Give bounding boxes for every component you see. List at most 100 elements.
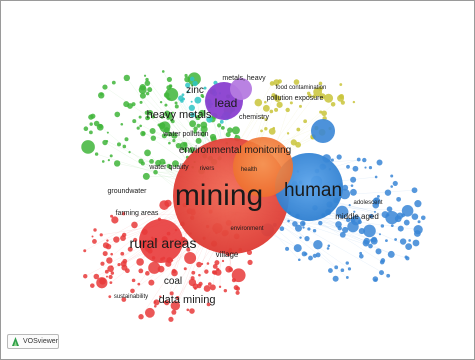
node-bubble[interactable] <box>330 101 336 107</box>
node-bubble[interactable] <box>335 221 342 228</box>
node-bubble[interactable] <box>160 115 164 119</box>
node-bubble[interactable] <box>212 264 218 269</box>
node-bubble[interactable] <box>335 205 349 219</box>
node-bubble[interactable] <box>183 148 188 153</box>
node-bubble[interactable] <box>170 300 181 311</box>
node-bubble[interactable] <box>159 295 162 298</box>
node-bubble[interactable] <box>100 92 104 96</box>
node-bubble[interactable] <box>186 90 190 94</box>
node-bubble[interactable] <box>420 215 426 221</box>
node-bubble[interactable] <box>308 93 312 98</box>
node-bubble[interactable] <box>261 116 264 120</box>
node-bubble[interactable] <box>262 104 270 112</box>
node-bubble[interactable] <box>385 210 399 225</box>
node-bubble[interactable] <box>102 84 108 90</box>
node-bubble[interactable] <box>352 165 359 172</box>
node-bubble[interactable] <box>183 267 187 271</box>
node-bubble[interactable] <box>186 308 190 312</box>
node-health[interactable] <box>233 137 293 197</box>
node-bubble[interactable] <box>169 118 174 122</box>
node-bubble[interactable] <box>296 127 301 132</box>
node-bubble[interactable] <box>318 86 323 91</box>
node-bubble[interactable] <box>346 164 350 169</box>
node-bubble[interactable] <box>411 187 418 194</box>
node-bubble[interactable] <box>206 302 211 307</box>
node-bubble[interactable] <box>83 274 88 279</box>
node-bubble[interactable] <box>138 314 144 320</box>
node-bubble[interactable] <box>368 213 374 219</box>
node-bubble[interactable] <box>159 100 163 104</box>
node-bubble[interactable] <box>302 222 305 226</box>
node-bubble[interactable] <box>172 160 179 168</box>
node-bubble[interactable] <box>318 220 323 226</box>
node-bubble[interactable] <box>81 140 95 154</box>
node-bubble[interactable] <box>373 210 376 213</box>
node-bubble[interactable] <box>149 127 156 134</box>
node-bubble[interactable] <box>184 252 197 265</box>
node-bubble[interactable] <box>107 159 110 162</box>
node-bubble[interactable] <box>151 115 155 119</box>
node-bubble[interactable] <box>104 269 109 274</box>
node-bubble[interactable] <box>350 188 357 196</box>
node-bubble[interactable] <box>89 122 93 126</box>
node-bubble[interactable] <box>117 262 121 267</box>
node-bubble[interactable] <box>144 149 151 157</box>
node-bubble[interactable] <box>171 111 174 114</box>
node-bubble[interactable] <box>192 283 199 290</box>
node-bubble[interactable] <box>387 250 395 258</box>
node-bubble[interactable] <box>216 267 220 271</box>
node-bubble[interactable] <box>384 189 392 196</box>
node-bubble[interactable] <box>105 139 109 143</box>
node-bubble[interactable] <box>401 204 414 217</box>
node-bubble[interactable] <box>362 157 367 163</box>
node-bubble[interactable] <box>183 142 188 147</box>
node-bubble[interactable] <box>148 261 161 274</box>
node-bubble[interactable] <box>146 116 151 120</box>
node-bubble[interactable] <box>83 249 87 253</box>
node-bubble[interactable] <box>339 231 346 238</box>
node-bubble[interactable] <box>285 246 290 251</box>
node-bubble[interactable] <box>345 217 351 223</box>
node-bubble[interactable] <box>124 137 129 142</box>
node-bubble[interactable] <box>386 273 391 278</box>
node-bubble[interactable] <box>297 258 301 262</box>
node-bubble[interactable] <box>148 279 155 286</box>
node-bubble[interactable] <box>189 308 195 314</box>
node-bubble[interactable] <box>141 131 146 136</box>
node-bubble[interactable] <box>83 126 89 132</box>
node-bubble[interactable] <box>390 224 394 228</box>
node-bubble[interactable] <box>127 246 133 252</box>
node-bubble[interactable] <box>174 104 179 109</box>
node-bubble[interactable] <box>235 286 240 291</box>
node-bubble[interactable] <box>136 126 140 130</box>
node-bubble[interactable] <box>302 226 305 229</box>
node-bubble[interactable] <box>139 124 142 128</box>
node-human-small[interactable] <box>311 119 335 143</box>
node-bubble[interactable] <box>277 79 282 84</box>
node-bubble[interactable] <box>315 252 321 258</box>
node-bubble[interactable] <box>108 274 113 280</box>
node-bubble[interactable] <box>203 285 211 292</box>
node-bubble[interactable] <box>276 101 283 108</box>
node-bubble[interactable] <box>260 129 263 133</box>
node-bubble[interactable] <box>403 219 410 226</box>
node-bubble[interactable] <box>93 273 100 280</box>
node-bubble[interactable] <box>336 154 342 160</box>
node-bubble[interactable] <box>397 225 404 232</box>
node-bubble[interactable] <box>145 91 150 96</box>
node-bubble[interactable] <box>188 104 195 112</box>
node-bubble[interactable] <box>293 79 300 85</box>
node-bubble[interactable] <box>94 152 99 156</box>
node-bubble[interactable] <box>196 123 201 128</box>
node-bubble[interactable] <box>290 139 297 146</box>
node-bubble[interactable] <box>330 158 334 162</box>
node-bubble[interactable] <box>92 239 97 244</box>
node-bubble[interactable] <box>110 271 115 275</box>
node-bubble[interactable] <box>171 132 178 139</box>
node-bubble[interactable] <box>182 97 186 101</box>
node-bubble[interactable] <box>370 237 378 245</box>
node-bubble[interactable] <box>405 243 413 251</box>
node-bubble[interactable] <box>116 142 121 147</box>
node-bubble[interactable] <box>204 269 209 274</box>
node-bubble[interactable] <box>178 95 184 102</box>
